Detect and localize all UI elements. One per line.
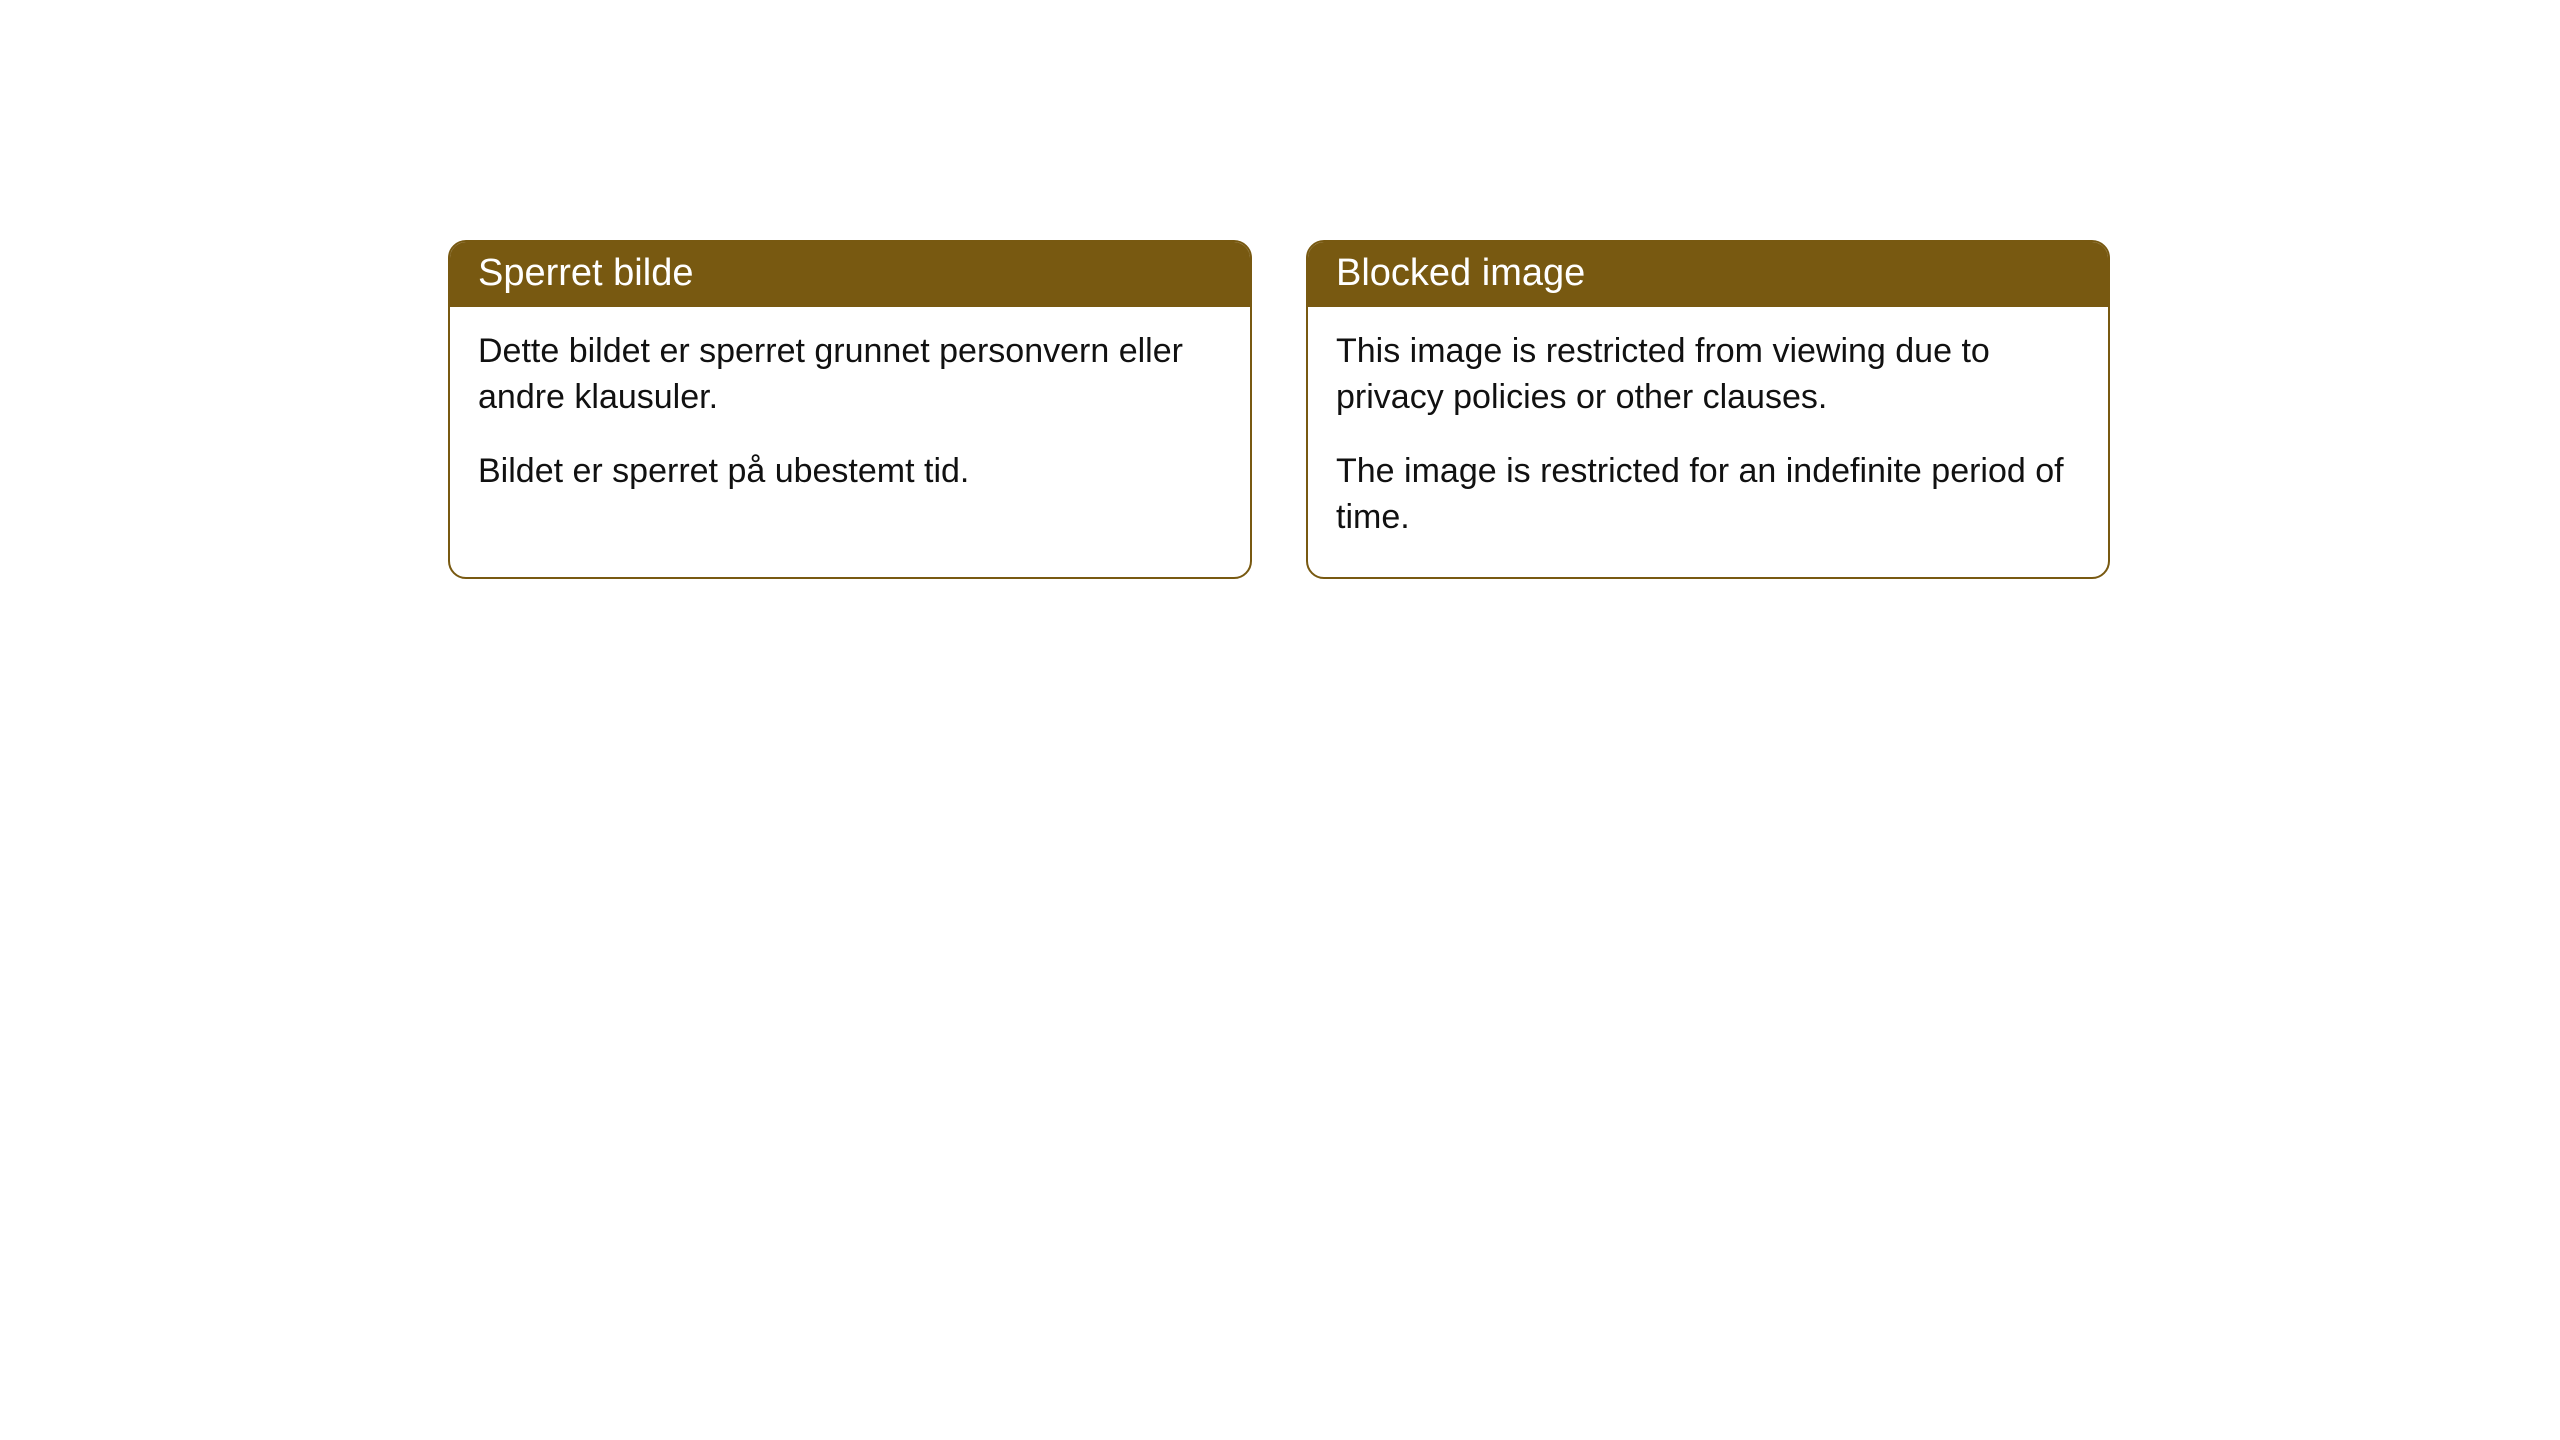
card-paragraph: The image is restricted for an indefinit… [1336, 449, 2080, 541]
card-paragraph: Dette bildet er sperret grunnet personve… [478, 329, 1222, 421]
card-body: This image is restricted from viewing du… [1308, 307, 2108, 577]
card-body: Dette bildet er sperret grunnet personve… [450, 307, 1250, 531]
card-norwegian: Sperret bilde Dette bildet er sperret gr… [448, 240, 1252, 579]
cards-row: Sperret bilde Dette bildet er sperret gr… [448, 240, 2110, 579]
card-header: Blocked image [1308, 242, 2108, 307]
card-english: Blocked image This image is restricted f… [1306, 240, 2110, 579]
card-paragraph: Bildet er sperret på ubestemt tid. [478, 449, 1222, 495]
card-header: Sperret bilde [450, 242, 1250, 307]
card-paragraph: This image is restricted from viewing du… [1336, 329, 2080, 421]
